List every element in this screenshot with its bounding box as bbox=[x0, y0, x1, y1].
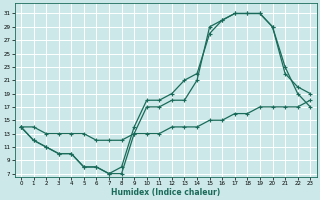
X-axis label: Humidex (Indice chaleur): Humidex (Indice chaleur) bbox=[111, 188, 220, 197]
